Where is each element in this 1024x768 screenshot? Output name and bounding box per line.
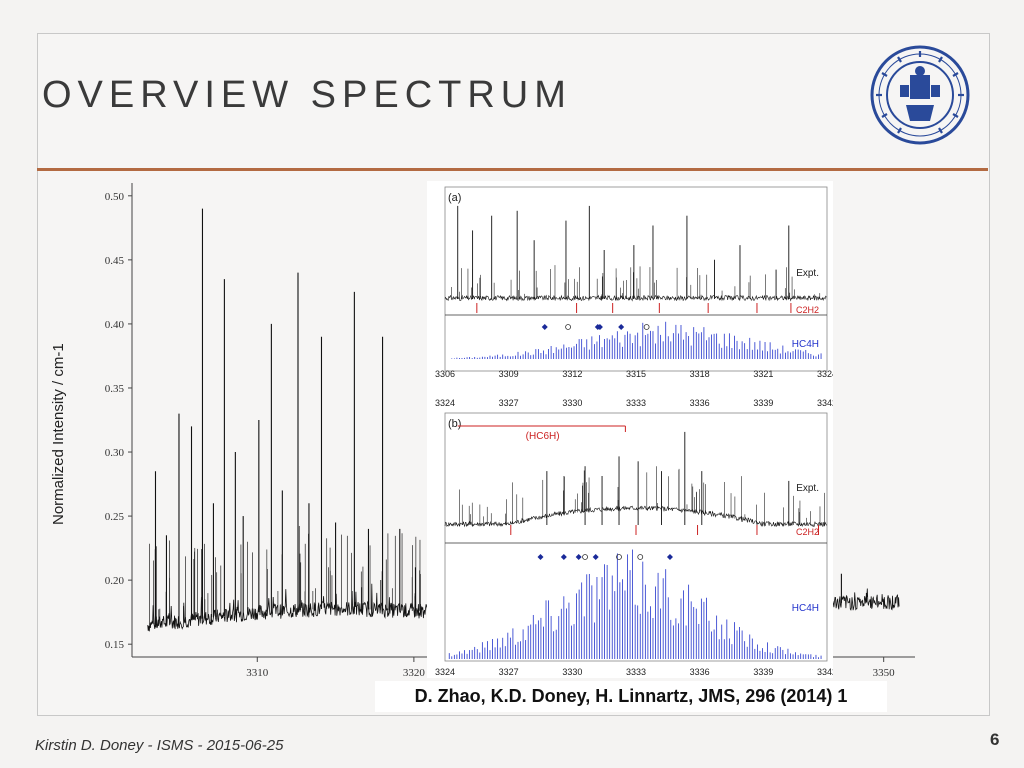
series-label-hc4h: HC4H <box>792 603 819 614</box>
assignment-marker-open <box>616 554 622 560</box>
assignment-marker-open <box>582 554 588 560</box>
y-tick-label: 0.50 <box>105 191 125 203</box>
x-tick-label: 3320 <box>403 667 426 679</box>
inset-panel: (b) 3324 3324 3327 3327 3330 3330 3333 3333 3336 3… <box>435 398 833 677</box>
x-tick-label: 3324 <box>435 667 455 677</box>
x-tick-label: 3312 <box>562 369 582 379</box>
series-label-expt: Expt. <box>796 483 819 494</box>
x-tick-label: 3327 <box>499 667 519 677</box>
main-spectrum-chart: 0.15 0.20 0.25 0.30 0.35 0.40 0.45 0.50 3310 3320… <box>105 183 915 679</box>
x-tick-label: 3336 <box>690 398 710 408</box>
assignment-marker <box>575 554 582 560</box>
page-number: 6 <box>990 730 1000 749</box>
y-tick-label: 0.40 <box>105 319 125 331</box>
panel-label: (b) <box>448 418 461 430</box>
expt-trace <box>444 505 827 528</box>
x-tick-label: 3310 <box>246 667 269 679</box>
x-tick-label: 3318 <box>690 369 710 379</box>
x-tick-label: 3336 <box>690 667 710 677</box>
panel-frame <box>444 186 828 372</box>
series-label-expt: Expt. <box>796 268 819 279</box>
x-tick-label: 3321 <box>753 369 773 379</box>
series-label-c2h2: C2H2 <box>796 305 819 315</box>
x-tick-label: 3333 <box>626 398 646 408</box>
university-seal-logo <box>870 45 970 145</box>
assignment-marker <box>596 324 603 330</box>
y-tick-label: 0.30 <box>105 447 125 459</box>
x-tick-label: 3330 <box>562 398 582 408</box>
y-tick-label: 0.20 <box>105 575 125 587</box>
assignment-marker <box>666 554 673 560</box>
assignment-marker-open <box>643 324 650 330</box>
x-tick-label: 3324 <box>817 369 833 379</box>
x-tick-label: 3309 <box>499 369 519 379</box>
series-label-hc4h: HC4H <box>792 339 819 350</box>
assignment-marker <box>537 554 544 560</box>
inset-panel: (a) 3306 3309 3312 3315 3318 3321 3324 Expt. C2H2… <box>435 186 833 379</box>
assignment-marker <box>560 554 567 560</box>
panel-label: (a) <box>448 192 461 204</box>
y-tick-label: 0.45 <box>105 255 125 267</box>
x-tick-label: 3327 <box>499 398 519 408</box>
y-axis-label: Normalized Intensity / cm-1 <box>50 343 67 525</box>
y-tick-label: 0.15 <box>105 639 125 651</box>
x-tick-label: 3342 <box>817 398 833 408</box>
assignment-marker <box>618 324 625 330</box>
x-tick-label: 3324 <box>435 398 455 408</box>
assignment-marker-open <box>565 324 571 330</box>
x-tick-label: 3315 <box>626 369 646 379</box>
x-tick-label: 3306 <box>435 369 455 379</box>
assignment-marker <box>541 324 548 330</box>
x-tick-label: 3350 <box>873 667 896 679</box>
assignment-marker <box>592 554 599 560</box>
footer-author-date: Kirstin D. Doney - ISMS - 2015-06-25 <box>35 737 284 754</box>
x-tick-label: 3342 <box>817 667 833 677</box>
y-tick-label: 0.35 <box>105 383 125 395</box>
slide-title: OVERVIEW SPECTRUM <box>42 74 572 116</box>
x-tick-label: 3330 <box>562 667 582 677</box>
title-divider <box>37 168 988 171</box>
inset-spectrum-panels: (a) 3306 3309 3312 3315 3318 3321 3324 Expt. C2H2… <box>427 181 833 678</box>
hc6h-band-label: (HC6H) <box>526 431 560 442</box>
assignment-marker-open <box>637 554 644 560</box>
panel-frame <box>444 412 828 662</box>
x-tick-label: 3333 <box>626 667 646 677</box>
y-tick-label: 0.25 <box>105 511 125 523</box>
citation: D. Zhao, K.D. Doney, H. Linnartz, JMS, 2… <box>375 681 887 712</box>
x-tick-label: 3339 <box>753 667 773 677</box>
expt-trace <box>444 294 827 302</box>
x-tick-label: 3339 <box>753 398 773 408</box>
series-label-c2h2: C2H2 <box>796 527 819 537</box>
